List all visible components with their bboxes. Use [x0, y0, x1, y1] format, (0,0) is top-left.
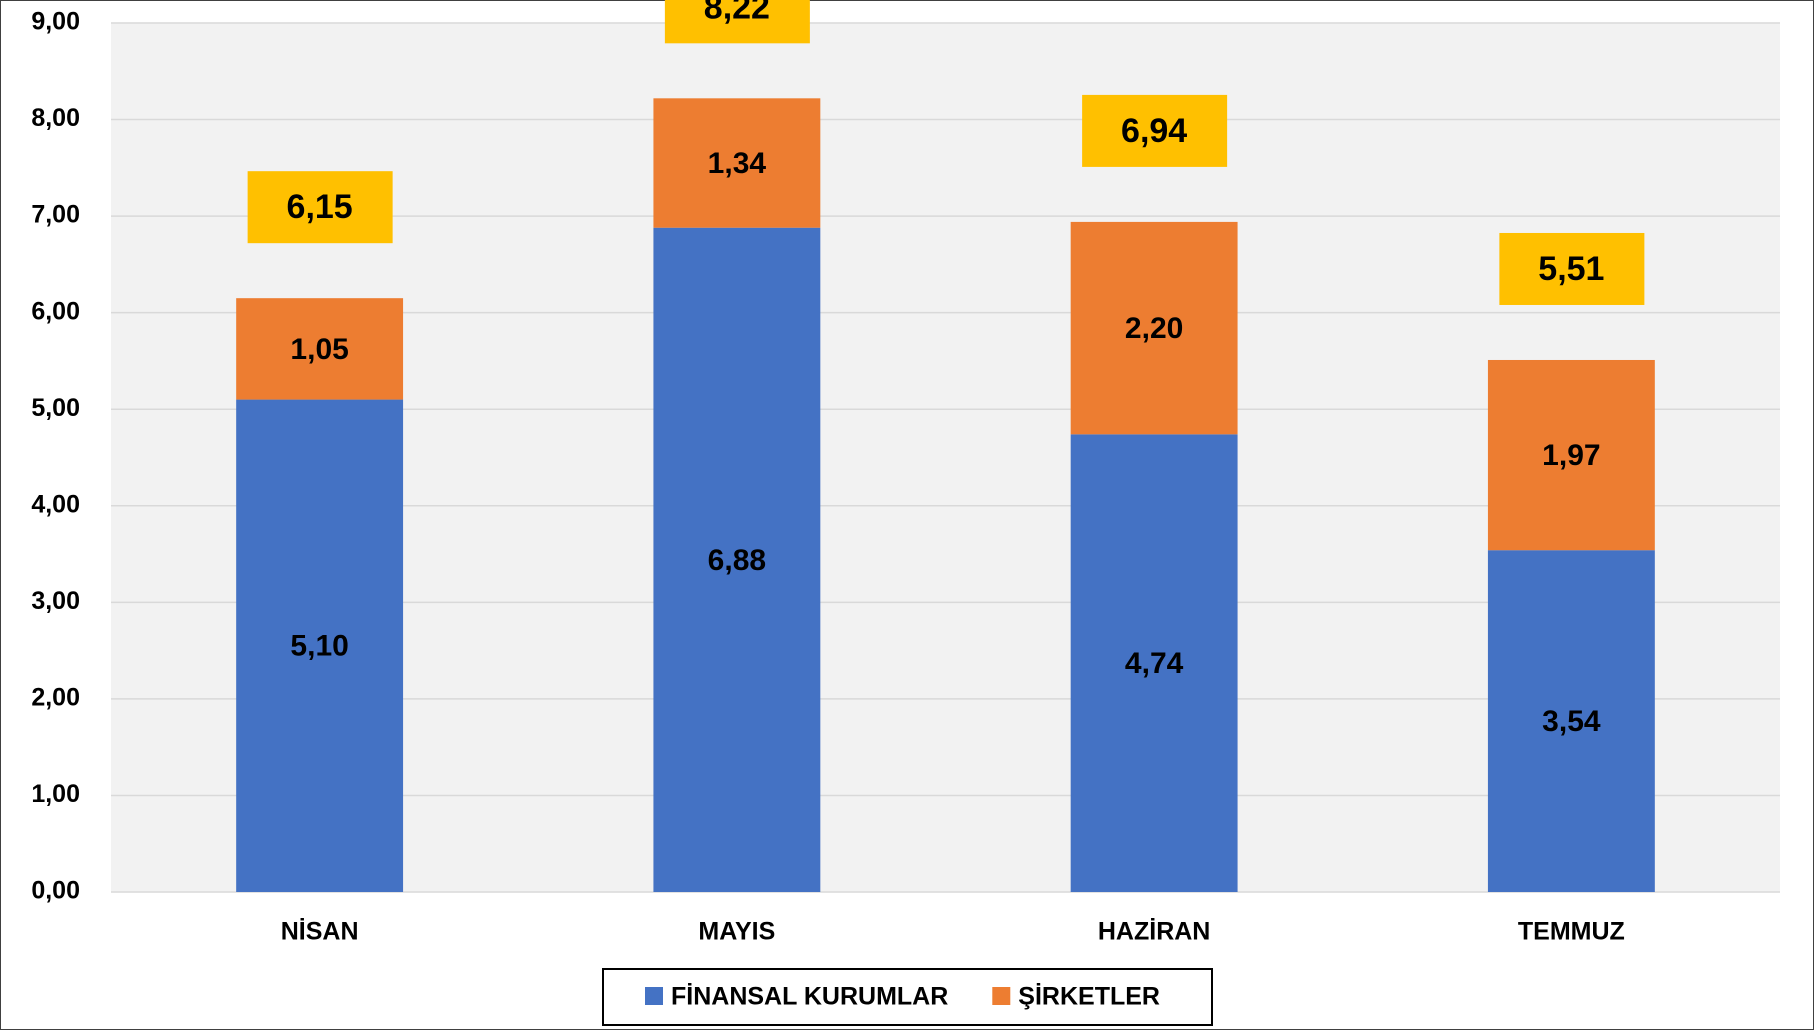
value-label: 4,74 [1125, 647, 1184, 680]
y-tick-label: 4,00 [31, 490, 80, 518]
legend-box [602, 968, 1213, 1026]
x-tick-label: TEMMUZ [1518, 918, 1625, 946]
value-label: 1,97 [1542, 439, 1600, 472]
y-tick-label: 0,00 [31, 877, 80, 905]
total-label: 6,94 [1121, 112, 1187, 150]
x-tick-label: NİSAN [281, 918, 359, 946]
bar-segment [1487, 359, 1655, 551]
total-box [1082, 94, 1228, 167]
value-label: 6,88 [708, 544, 766, 577]
y-tick-label: 1,00 [31, 780, 80, 808]
total-label: 8,22 [704, 0, 770, 26]
x-tick-label: HAZİRAN [1098, 918, 1211, 946]
bar-segment [653, 98, 821, 228]
y-tick-label: 5,00 [31, 394, 80, 422]
total-label: 6,15 [287, 188, 353, 226]
total-box [664, 0, 810, 44]
y-tick-label: 7,00 [31, 201, 80, 229]
y-tick-label: 6,00 [31, 297, 80, 325]
value-label: 1,34 [708, 147, 767, 180]
total-box [1499, 232, 1645, 305]
bar-segment [1487, 550, 1655, 892]
total-label: 5,51 [1538, 250, 1604, 288]
value-label: 1,05 [290, 333, 348, 366]
y-tick-label: 9,00 [31, 8, 80, 36]
y-tick-label: 3,00 [31, 587, 80, 615]
bar-segment [653, 227, 821, 893]
y-tick-label: 8,00 [31, 104, 80, 132]
value-label: 2,20 [1125, 312, 1183, 345]
legend-label: FİNANSAL KURUMLAR [671, 983, 948, 1011]
total-box [247, 171, 393, 244]
legend-swatch [645, 987, 663, 1005]
y-tick-label: 2,00 [31, 683, 80, 711]
bar-segment [236, 399, 404, 892]
x-tick-label: MAYIS [698, 918, 775, 946]
value-label: 5,10 [290, 630, 348, 663]
legend-swatch [992, 987, 1011, 1005]
value-label: 3,54 [1542, 705, 1601, 738]
bar-segment [1070, 221, 1238, 435]
legend-label: ŞİRKETLER [1018, 983, 1160, 1011]
bar-segment [236, 298, 404, 400]
bar-segment [1070, 434, 1238, 892]
